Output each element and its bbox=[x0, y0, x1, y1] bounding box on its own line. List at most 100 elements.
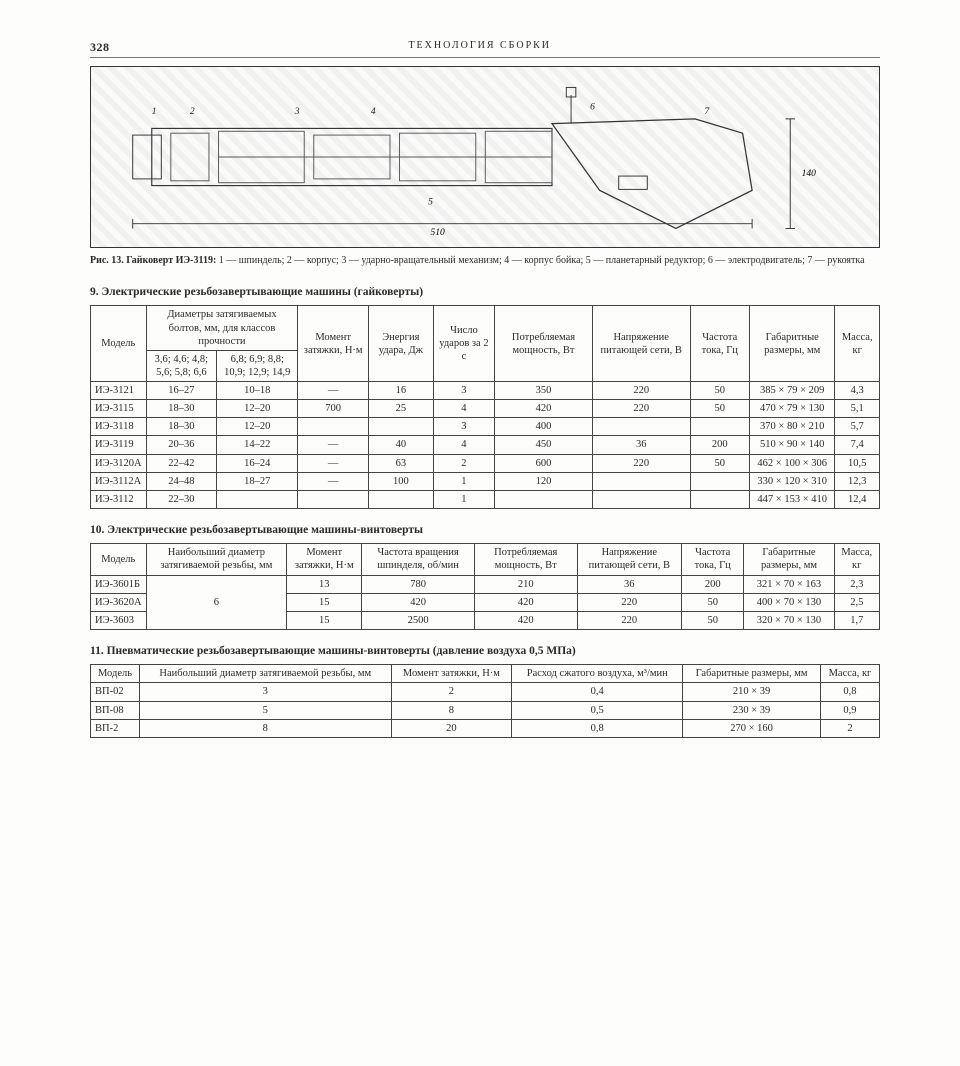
th: Наибольший диаметр затягиваемой резьбы, … bbox=[140, 665, 391, 683]
book-page: 328 ТЕХНОЛОГИЯ СБОРКИ 1 2 3 4 bbox=[0, 0, 960, 1066]
cell: 220 bbox=[592, 382, 690, 400]
cell: 2 bbox=[820, 719, 879, 737]
cell: 420 bbox=[362, 593, 475, 611]
svg-text:1: 1 bbox=[151, 107, 156, 117]
cell: 220 bbox=[592, 400, 690, 418]
cell: 36 bbox=[592, 436, 690, 454]
th-diam-sub2: 6,8; 6,9; 8,8; 10,9; 12,9; 14,9 bbox=[217, 350, 298, 381]
cell: 600 bbox=[495, 454, 593, 472]
cell: ИЭ-3118 bbox=[91, 418, 147, 436]
cell: 210 bbox=[474, 575, 577, 593]
cell bbox=[592, 490, 690, 508]
cell: 2 bbox=[433, 454, 495, 472]
th: Частота тока, Гц bbox=[681, 544, 744, 575]
cell: ИЭ-3115 bbox=[91, 400, 147, 418]
cell: 8 bbox=[391, 701, 512, 719]
table-row: ИЭ-311920–3614–22—40445036200510 × 90 × … bbox=[91, 436, 880, 454]
cell: 3 bbox=[140, 683, 391, 701]
cell: 18–30 bbox=[146, 400, 217, 418]
cell: ИЭ-3112 bbox=[91, 490, 147, 508]
cell: 10,5 bbox=[835, 454, 880, 472]
table-9-title: 9. Электрические резьбозавертывающие маш… bbox=[90, 285, 880, 299]
cell: 0,4 bbox=[512, 683, 683, 701]
table-row: ИЭ-312116–2710–18—16335022050385 × 79 × … bbox=[91, 382, 880, 400]
svg-text:2: 2 bbox=[190, 107, 195, 117]
cell: 0,5 bbox=[512, 701, 683, 719]
cell: 4 bbox=[433, 400, 495, 418]
cell: 420 bbox=[495, 400, 593, 418]
table-row: ИЭ-311818–3012–203400370 × 80 × 2105,7 bbox=[91, 418, 880, 436]
cell: 15 bbox=[287, 593, 362, 611]
cell: 5 bbox=[140, 701, 391, 719]
cell: 10–18 bbox=[217, 382, 298, 400]
cell: 370 × 80 × 210 bbox=[749, 418, 834, 436]
cell bbox=[368, 490, 433, 508]
cell: 50 bbox=[681, 611, 744, 629]
cell: ВП-08 bbox=[91, 701, 140, 719]
cell: 321 × 70 × 163 bbox=[744, 575, 834, 593]
cell: 385 × 79 × 209 bbox=[749, 382, 834, 400]
cell: ИЭ-3120А bbox=[91, 454, 147, 472]
cell: 210 × 39 bbox=[683, 683, 821, 701]
cell bbox=[298, 418, 369, 436]
figure-13-diagram: 1 2 3 4 5 6 7 510 140 bbox=[90, 66, 880, 248]
cell: 18–27 bbox=[217, 472, 298, 490]
cell: 2 bbox=[391, 683, 512, 701]
cell bbox=[495, 490, 593, 508]
th-voltage: Напряжение питающей сети, В bbox=[592, 306, 690, 382]
cell: 400 bbox=[495, 418, 593, 436]
cell bbox=[592, 418, 690, 436]
cell: 7,4 bbox=[835, 436, 880, 454]
cell bbox=[592, 472, 690, 490]
svg-text:140: 140 bbox=[801, 169, 816, 179]
cell: 6 bbox=[146, 575, 287, 629]
cell: 0,8 bbox=[512, 719, 683, 737]
th-mass: Масса, кг bbox=[835, 306, 880, 382]
cell: 220 bbox=[577, 611, 681, 629]
cell: 5,7 bbox=[835, 418, 880, 436]
cell: 0,8 bbox=[820, 683, 879, 701]
cell: ВП-2 bbox=[91, 719, 140, 737]
th: Частота вращения шпинделя, об/мин bbox=[362, 544, 475, 575]
cell: 200 bbox=[690, 436, 749, 454]
table-row: ИЭ-3112А24–4818–27—1001120330 × 120 × 31… bbox=[91, 472, 880, 490]
cell: 1 bbox=[433, 490, 495, 508]
table-9: Модель Диаметры затягиваемых болтов, мм,… bbox=[90, 305, 880, 509]
cell: 780 bbox=[362, 575, 475, 593]
cell: 15 bbox=[287, 611, 362, 629]
cell: 420 bbox=[474, 593, 577, 611]
cell: — bbox=[298, 472, 369, 490]
cell: 16–27 bbox=[146, 382, 217, 400]
figure-caption: Рис. 13. Гайковерт ИЭ-3119: 1 — шпиндель… bbox=[90, 254, 880, 267]
table-row: ВП-02320,4210 × 390,8 bbox=[91, 683, 880, 701]
th-power: Потребляемая мощность, Вт bbox=[495, 306, 593, 382]
caption-lead: Рис. 13. Гайковерт ИЭ-3119: bbox=[90, 255, 216, 266]
cell: 16 bbox=[368, 382, 433, 400]
svg-text:5: 5 bbox=[428, 198, 433, 208]
cell: 700 bbox=[298, 400, 369, 418]
cell: 24–48 bbox=[146, 472, 217, 490]
cell: 12,4 bbox=[835, 490, 880, 508]
cell: 1,7 bbox=[834, 611, 880, 629]
svg-text:3: 3 bbox=[293, 107, 299, 117]
cell: 320 × 70 × 130 bbox=[744, 611, 834, 629]
cell: 50 bbox=[681, 593, 744, 611]
th-moment: Момент затяжки, Н·м bbox=[298, 306, 369, 382]
cell: 220 bbox=[577, 593, 681, 611]
cell: 400 × 70 × 130 bbox=[744, 593, 834, 611]
cell: 447 × 153 × 410 bbox=[749, 490, 834, 508]
table-11-title: 11. Пневматические резьбозавертывающие м… bbox=[90, 644, 880, 658]
cell: 36 bbox=[577, 575, 681, 593]
cell: 230 × 39 bbox=[683, 701, 821, 719]
cell: — bbox=[298, 436, 369, 454]
cell: ИЭ-3121 bbox=[91, 382, 147, 400]
th: Масса, кг bbox=[820, 665, 879, 683]
cell: ИЭ-3601Б bbox=[91, 575, 147, 593]
svg-text:510: 510 bbox=[430, 228, 445, 238]
cell bbox=[217, 490, 298, 508]
cell: 12–20 bbox=[217, 418, 298, 436]
running-head: ТЕХНОЛОГИЯ СБОРКИ bbox=[408, 40, 551, 55]
cell: ИЭ-3112А bbox=[91, 472, 147, 490]
cell: 22–30 bbox=[146, 490, 217, 508]
cell: 14–22 bbox=[217, 436, 298, 454]
